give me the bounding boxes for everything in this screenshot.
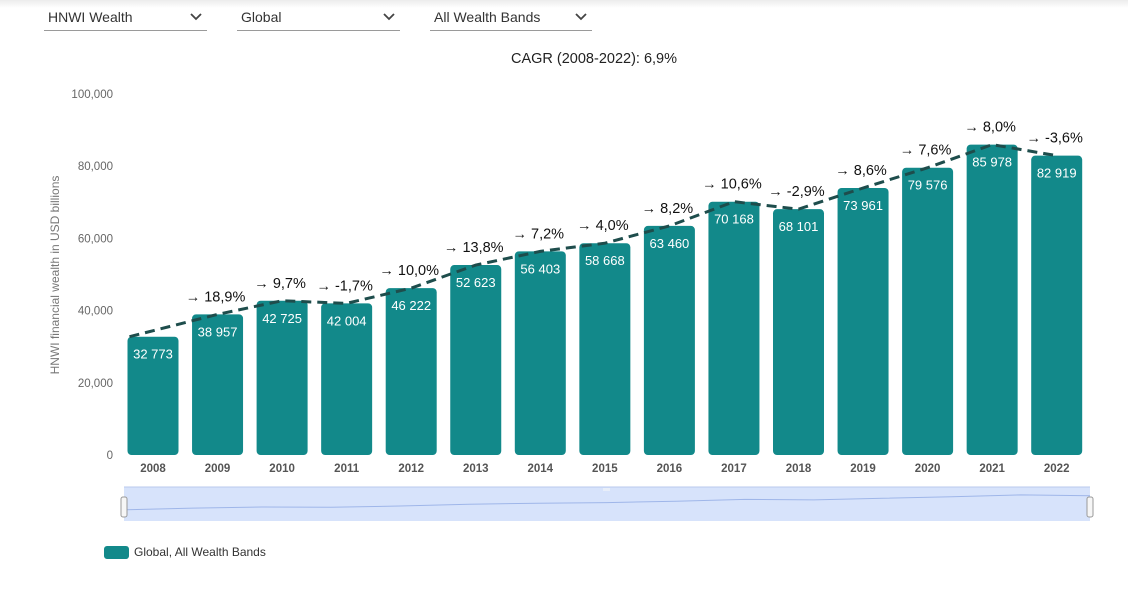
- growth-label: → 8,6%: [835, 163, 887, 179]
- growth-label: → -1,7%: [316, 278, 373, 294]
- bar-value-label: 82 919: [1037, 166, 1077, 181]
- x-tick-label: 2010: [269, 463, 295, 475]
- bar[interactable]: [643, 225, 695, 455]
- x-tick-label: 2015: [592, 463, 618, 475]
- growth-label: → 13,8%: [444, 240, 504, 256]
- x-tick-label: 2008: [140, 463, 166, 475]
- x-tick-label: 2011: [334, 463, 360, 475]
- y-tick-label: 80,000: [78, 161, 113, 173]
- navigator-series-line: [123, 494, 1091, 511]
- bar-value-label: 85 978: [972, 155, 1012, 170]
- bar[interactable]: [902, 167, 954, 455]
- bar[interactable]: [385, 288, 437, 455]
- bar[interactable]: [256, 300, 308, 455]
- y-tick-label: 0: [107, 450, 113, 462]
- navigator-right-handle[interactable]: [1086, 496, 1094, 518]
- y-axis-label: HNWI financial wealth in USD billions: [48, 176, 62, 375]
- x-tick-label: 2020: [915, 463, 941, 475]
- navigator-grip[interactable]: [603, 488, 610, 491]
- bar[interactable]: [773, 209, 824, 455]
- metric-dropdown-label: HNWI Wealth: [48, 9, 133, 25]
- bar-value-label: 70 168: [714, 212, 754, 227]
- bar-value-label: 73 961: [843, 198, 883, 213]
- x-tick-label: 2009: [205, 463, 231, 475]
- bar-value-label: 79 576: [908, 178, 948, 193]
- region-dropdown-label: Global: [241, 9, 282, 25]
- bar[interactable]: [514, 251, 566, 455]
- x-tick-label: 2022: [1044, 463, 1070, 475]
- x-tick-label: 2018: [786, 463, 812, 475]
- navigator[interactable]: [124, 487, 1090, 521]
- growth-label: → 7,2%: [513, 226, 565, 242]
- growth-label: → -3,6%: [1026, 131, 1083, 147]
- navigator-left-handle[interactable]: [120, 496, 128, 518]
- growth-label: → 9,7%: [254, 276, 306, 292]
- wealth-band-dropdown-label: All Wealth Bands: [434, 9, 541, 25]
- y-tick-label: 60,000: [78, 233, 113, 245]
- bar[interactable]: [450, 265, 502, 455]
- x-tick-label: 2016: [657, 463, 683, 475]
- growth-label: → 18,9%: [186, 289, 246, 305]
- bar-value-label: 58 668: [585, 253, 625, 268]
- chevron-down-icon: [575, 13, 587, 21]
- x-tick-label: 2012: [398, 463, 424, 475]
- bar[interactable]: [321, 303, 373, 455]
- y-tick-label: 100,000: [71, 89, 113, 101]
- legend-label: Global, All Wealth Bands: [134, 545, 266, 559]
- growth-label: → 10,0%: [379, 263, 439, 279]
- metric-dropdown[interactable]: HNWI Wealth: [44, 4, 207, 31]
- growth-label: → 4,0%: [577, 218, 629, 234]
- trend-line: [129, 143, 1057, 339]
- growth-label: → 10,6%: [702, 177, 762, 193]
- chart-title: CAGR (2008-2022): 6,9%: [510, 51, 678, 67]
- bar-value-label: 42 725: [262, 311, 302, 326]
- bar-value-label: 56 403: [520, 261, 560, 276]
- bar-value-label: 63 460: [650, 236, 690, 251]
- x-tick-label: 2019: [850, 463, 876, 475]
- bar-value-label: 68 101: [779, 219, 819, 234]
- chevron-down-icon: [190, 13, 202, 21]
- bar[interactable]: [127, 336, 179, 455]
- bar[interactable]: [837, 188, 889, 455]
- growth-label: → -2,9%: [768, 184, 825, 200]
- chevron-down-icon: [383, 13, 395, 21]
- bar[interactable]: [966, 144, 1018, 455]
- x-tick-label: 2017: [721, 463, 747, 475]
- legend-swatch: [104, 546, 129, 559]
- bar[interactable]: [192, 314, 244, 455]
- bar-value-label: 32 773: [133, 347, 173, 362]
- bar[interactable]: [708, 201, 760, 455]
- bar-value-label: 42 004: [327, 313, 367, 328]
- y-tick-label: 40,000: [78, 306, 113, 318]
- bar[interactable]: [1031, 155, 1083, 455]
- growth-label: → 8,0%: [964, 120, 1016, 136]
- wealth-band-dropdown[interactable]: All Wealth Bands: [430, 4, 592, 31]
- x-tick-label: 2021: [979, 463, 1005, 475]
- bar[interactable]: [579, 243, 631, 455]
- bar-value-label: 38 957: [198, 324, 238, 339]
- y-tick-label: 20,000: [78, 378, 113, 390]
- growth-label: → 8,2%: [642, 201, 694, 217]
- x-tick-label: 2014: [528, 463, 554, 475]
- bar-value-label: 52 623: [456, 275, 496, 290]
- x-tick-label: 2013: [463, 463, 489, 475]
- top-shadow: [0, 0, 1128, 8]
- region-dropdown[interactable]: Global: [237, 4, 400, 31]
- growth-label: → 7,6%: [900, 143, 952, 159]
- bar-value-label: 46 222: [391, 298, 431, 313]
